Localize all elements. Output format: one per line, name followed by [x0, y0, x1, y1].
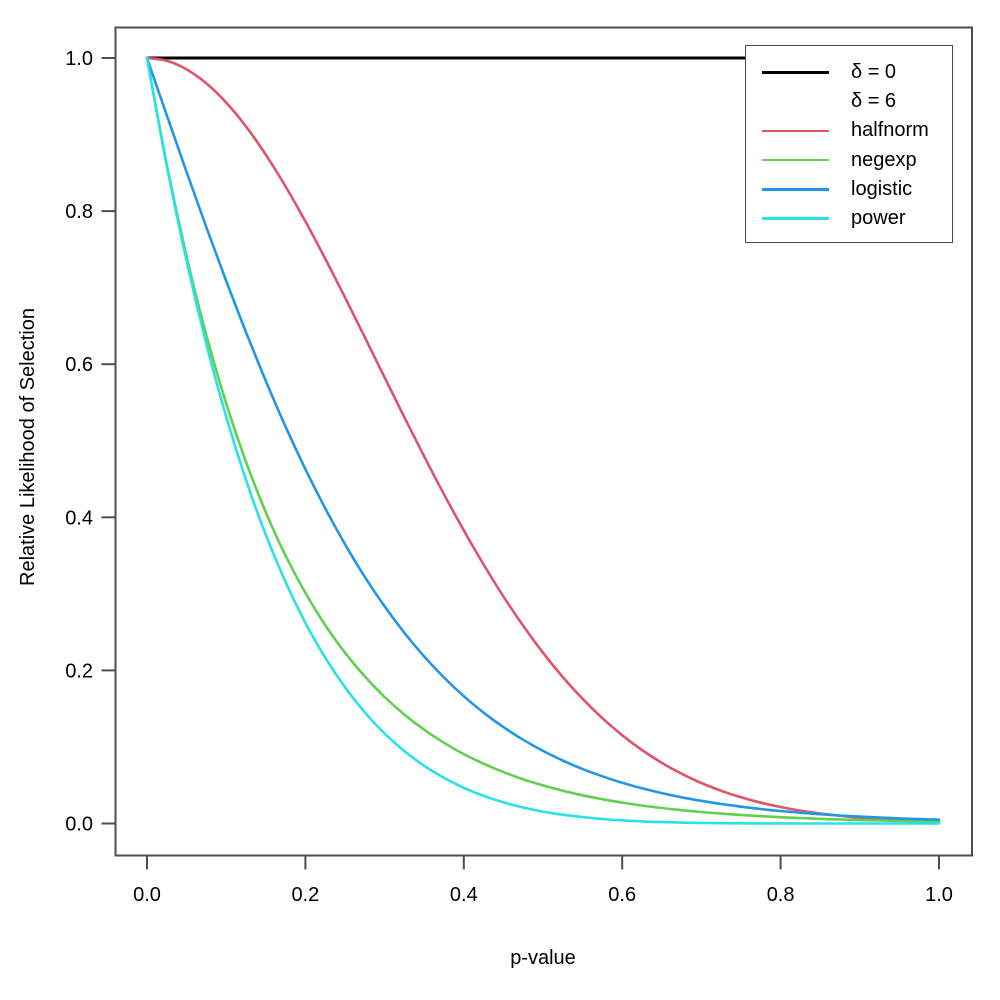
legend-item-delta-0: δ = 0 — [746, 58, 952, 87]
y-tick-label: 0.0 — [65, 814, 93, 836]
y-axis-label: Relative Likelihood of Selection — [17, 308, 39, 586]
legend-item-delta-6: δ = 6 — [746, 87, 952, 116]
legend-item-label: δ = 0 — [851, 61, 897, 84]
legend-line-swatch — [762, 217, 829, 220]
legend-item-logistic: logistic — [746, 175, 952, 204]
series-curve-negexp — [145, 56, 941, 823]
legend: δ = 0 δ = 6 halfnorm negexp logistic pow… — [745, 45, 953, 243]
legend-item-label: negexp — [851, 148, 917, 171]
x-tick-label: 0.6 — [608, 884, 636, 906]
x-tick-label: 0.2 — [291, 884, 319, 906]
legend-item-negexp: negexp — [746, 146, 952, 175]
x-tick-label: 0.4 — [450, 884, 478, 906]
legend-line-swatch — [762, 188, 829, 191]
y-tick-label: 0.6 — [65, 354, 93, 376]
axes: 0.0 0.2 0.4 0.6 0.8 1.0 0.0 0.2 0.4 0.6 0.8 1.0 — [65, 26, 973, 906]
legend-line-swatch — [762, 71, 829, 74]
series-curve-power — [145, 56, 941, 825]
x-tick-label: 0.0 — [133, 884, 161, 906]
legend-item-power: power — [746, 204, 952, 233]
plot-box — [114, 26, 973, 857]
legend-item-label: power — [851, 207, 906, 230]
legend-line-swatch — [762, 129, 829, 133]
series-curve-logistic — [145, 56, 941, 821]
series-curve-halfnorm — [145, 56, 941, 823]
y-tick-label: 0.4 — [65, 507, 93, 529]
x-tick-label: 0.8 — [767, 884, 795, 906]
legend-item-label: halfnorm — [851, 119, 929, 142]
legend-line-swatch — [762, 158, 829, 162]
legend-item-label: logistic — [851, 177, 913, 200]
x-axis-label: p-value — [510, 947, 576, 969]
y-tick-label: 1.0 — [65, 48, 93, 70]
curves — [145, 56, 941, 825]
legend-item-halfnorm: halfnorm — [746, 116, 952, 145]
legend-item-label: δ = 6 — [851, 90, 897, 113]
y-tick-label: 0.2 — [65, 660, 93, 682]
x-tick-label: 1.0 — [925, 884, 953, 906]
y-tick-label: 0.8 — [65, 201, 93, 223]
